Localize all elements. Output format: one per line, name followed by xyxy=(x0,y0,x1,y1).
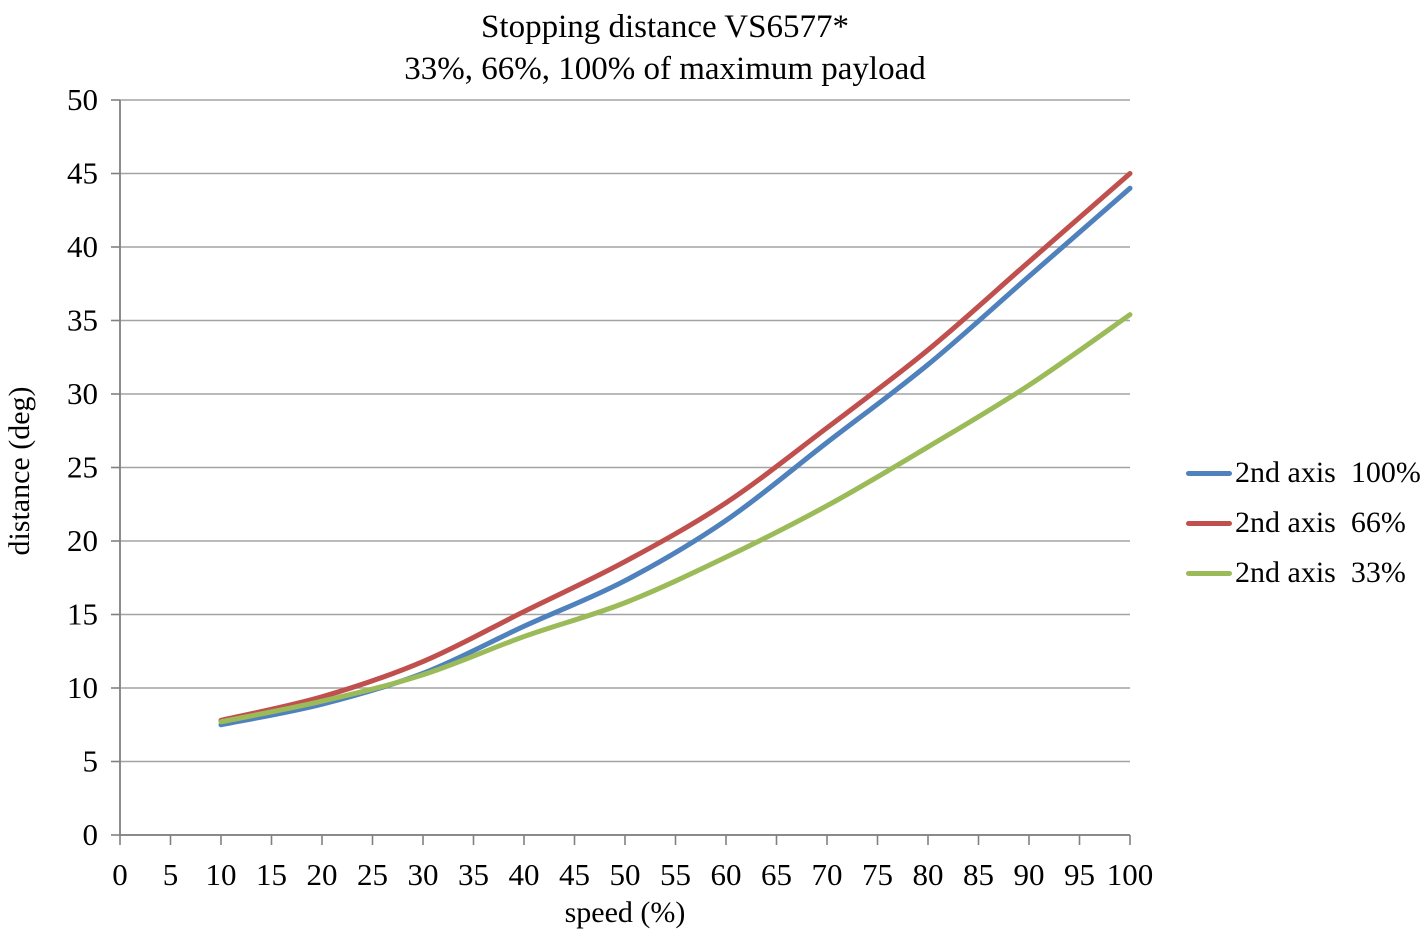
x-tick-label: 70 xyxy=(812,857,843,892)
chart-title-line2: 33%, 66%, 100% of maximum payload xyxy=(404,51,926,88)
legend-label: 2nd axis 100% xyxy=(1235,456,1421,489)
series-line-2 xyxy=(218,312,1133,725)
x-tick-label: 65 xyxy=(761,857,792,892)
chart-title: Stopping distance VS6577* 33%, 66%, 100%… xyxy=(0,6,1330,90)
x-tick-label: 0 xyxy=(112,857,128,892)
series-line-1 xyxy=(218,171,1133,723)
y-tick-label: 30 xyxy=(67,376,98,411)
legend-swatch-icon xyxy=(1186,570,1232,576)
x-tick-label: 25 xyxy=(357,857,388,892)
y-tick-label: 40 xyxy=(67,229,98,264)
x-tick-label: 40 xyxy=(509,857,540,892)
x-tick-label: 90 xyxy=(1014,857,1045,892)
y-tick-label: 10 xyxy=(67,670,98,705)
x-tick-label: 75 xyxy=(862,857,893,892)
x-tick-label: 50 xyxy=(610,857,641,892)
legend-item-2: 2nd axis 33% xyxy=(1186,548,1421,598)
x-tick-label: 60 xyxy=(711,857,742,892)
legend-item-0: 2nd axis 100% xyxy=(1186,448,1421,498)
y-tick-label: 50 xyxy=(67,82,98,117)
x-tick-label: 15 xyxy=(256,857,287,892)
x-tick-label: 35 xyxy=(458,857,489,892)
y-tick-label: 5 xyxy=(83,744,99,779)
y-tick-label: 45 xyxy=(67,156,98,191)
x-tick-label: 55 xyxy=(660,857,691,892)
y-tick-label: 25 xyxy=(67,450,98,485)
legend-label: 2nd axis 33% xyxy=(1235,556,1406,589)
x-tick-label: 45 xyxy=(559,857,590,892)
x-tick-label: 95 xyxy=(1064,857,1095,892)
x-tick-label: 20 xyxy=(307,857,338,892)
legend: 2nd axis 100% 2nd axis 66% 2nd axis 33% xyxy=(1186,448,1421,598)
x-tick-label: 100 xyxy=(1107,857,1154,892)
x-tick-label: 5 xyxy=(163,857,179,892)
y-tick-label: 35 xyxy=(67,303,98,338)
x-tick-label: 85 xyxy=(963,857,994,892)
x-tick-label: 30 xyxy=(408,857,439,892)
legend-swatch-icon xyxy=(1186,520,1232,526)
series-line-0 xyxy=(218,185,1133,728)
legend-swatch-icon xyxy=(1186,470,1232,476)
x-tick-label: 80 xyxy=(913,857,944,892)
legend-label: 2nd axis 66% xyxy=(1235,506,1406,539)
y-tick-label: 0 xyxy=(83,817,99,852)
chart-title-line1: Stopping distance VS6577* xyxy=(481,9,849,45)
x-axis-title: speed (%) xyxy=(564,896,686,929)
legend-item-1: 2nd axis 66% xyxy=(1186,498,1421,548)
y-tick-label: 15 xyxy=(67,597,98,632)
y-tick-label: 20 xyxy=(67,523,98,558)
x-tick-label: 10 xyxy=(206,857,237,892)
